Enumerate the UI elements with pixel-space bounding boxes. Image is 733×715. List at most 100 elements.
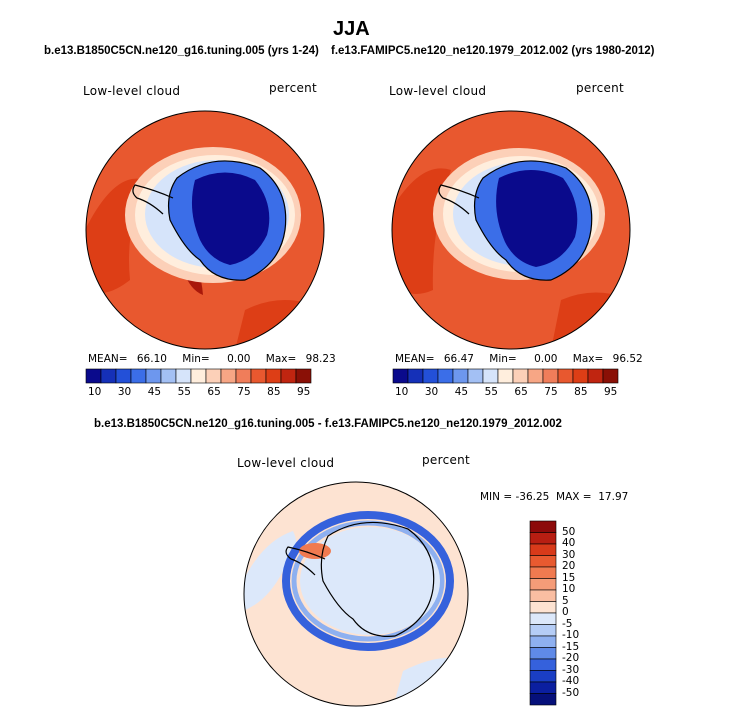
panel2-colorbar-box bbox=[467, 368, 484, 384]
panel2-colorbar-label: 85 bbox=[574, 386, 588, 398]
panel1-min-value: 0.00 bbox=[227, 353, 251, 365]
panel1-colorbar-label: 95 bbox=[297, 386, 311, 398]
panel3-interior bbox=[300, 527, 440, 635]
panel3-coastline bbox=[320, 521, 435, 637]
panel1-variable-label: Low-level cloud bbox=[83, 84, 181, 98]
panel3-variable-label: Low-level cloud bbox=[237, 456, 335, 470]
panel1-colorbar-box bbox=[205, 368, 222, 384]
panel3-colorbar-label: 20 bbox=[562, 560, 576, 572]
panel2-colorbar bbox=[392, 368, 619, 384]
panel1-units-label: percent bbox=[269, 81, 318, 95]
panel1-colorbar-label: 75 bbox=[237, 386, 251, 398]
panel2-colorbar-label: 75 bbox=[544, 386, 558, 398]
panel1-colorbar-box bbox=[190, 368, 207, 384]
panel2-colorbar-box bbox=[557, 368, 574, 384]
panel3-colorbar-box bbox=[529, 658, 557, 671]
panel2-variable-label: Low-level cloud bbox=[389, 84, 487, 98]
panel3-colorbar-box bbox=[529, 647, 557, 660]
panel2-land-core bbox=[496, 170, 578, 267]
panel2-map bbox=[391, 110, 631, 350]
panel3-light-blue-patch bbox=[244, 531, 297, 611]
panel1-colorbar-label: 65 bbox=[207, 386, 221, 398]
panel3-colorbar-label: -5 bbox=[562, 617, 573, 630]
panel1-map bbox=[85, 110, 325, 350]
panel3-positive-patch bbox=[299, 543, 331, 559]
panel2-colorbar-box bbox=[437, 368, 454, 384]
panel3-colorbar-label: -20 bbox=[562, 652, 580, 664]
panel3-colorbar-box bbox=[529, 693, 557, 706]
panel3-colorbar-label: 30 bbox=[562, 548, 576, 561]
panel3-negative-ring bbox=[282, 511, 454, 651]
panel1-colorbar-box bbox=[175, 368, 192, 384]
panel2-dark-patch bbox=[551, 292, 630, 349]
panel1-peninsula bbox=[132, 184, 174, 215]
panel3-colorbar-label: 0 bbox=[562, 606, 569, 618]
panel2-max-label: Max= bbox=[572, 353, 604, 365]
panel3-map bbox=[243, 481, 469, 707]
panel1-colorbar-box bbox=[160, 368, 177, 384]
panel1-land-core bbox=[191, 172, 270, 265]
panel2-peninsula bbox=[438, 184, 480, 215]
left-case-title: b.e13.B1850C5CN.ne120_g16.tuning.005 (yr… bbox=[44, 45, 319, 57]
panel1-coastline bbox=[167, 160, 287, 281]
panel2-colorbar-box bbox=[602, 368, 619, 384]
panel2-colorbar-label: 10 bbox=[395, 386, 409, 398]
panel1-colorbar-box bbox=[145, 368, 162, 384]
panel1-max-label: Max= bbox=[265, 353, 297, 365]
panel2-units-label: percent bbox=[576, 81, 625, 95]
panel2-mean-label: MEAN= bbox=[395, 353, 435, 365]
figure-title: JJA bbox=[333, 18, 370, 40]
panel3-colorbar-box bbox=[529, 681, 557, 694]
panel1-mean-label: MEAN= bbox=[88, 353, 128, 365]
panel3-colorbar bbox=[529, 520, 557, 706]
panel3-colorbar-label: 15 bbox=[562, 571, 576, 584]
panel3-colorbar-box bbox=[529, 670, 557, 683]
panel1-colorbar-label: 10 bbox=[88, 386, 102, 398]
panel3-colorbar-box bbox=[529, 601, 557, 614]
panel2-coastline bbox=[473, 160, 593, 281]
panel3-colorbar-label: 5 bbox=[562, 594, 569, 607]
panel3-colorbar-label: -15 bbox=[562, 640, 580, 653]
panel3-colorbar-label: 40 bbox=[562, 537, 576, 549]
panel1-mean-value: 66.10 bbox=[136, 353, 167, 365]
panel2-min-value: 0.00 bbox=[534, 353, 558, 365]
panel2-colorbar-box bbox=[392, 368, 409, 384]
panel3-colorbar-box bbox=[529, 543, 557, 556]
panel3-colorbar-box bbox=[529, 612, 557, 625]
panel3-units-label: percent bbox=[422, 453, 471, 467]
panel1-colorbar-label: 55 bbox=[177, 386, 191, 398]
panel2-colorbar-box bbox=[587, 368, 604, 384]
panel2-colorbar-label: 55 bbox=[484, 386, 498, 398]
panel2-max-value: 96.52 bbox=[612, 353, 643, 365]
panel1-colorbar-box bbox=[100, 368, 117, 384]
panel1-colorbar bbox=[85, 368, 312, 384]
panel1-colorbar-label: 30 bbox=[117, 386, 132, 398]
panel1-colorbar-label: 85 bbox=[267, 386, 281, 398]
panel3-colorbar-box bbox=[529, 555, 557, 568]
panel3-colorbar-box bbox=[529, 532, 557, 545]
panel1-colorbar-box bbox=[250, 368, 267, 384]
panel3-colorbar-label: 50 bbox=[562, 525, 576, 538]
panel1-colorbar-box bbox=[235, 368, 252, 384]
panel2-colorbar-box bbox=[422, 368, 439, 384]
panel3-stats: MIN = -36.25 MAX = 17.97 bbox=[480, 491, 629, 503]
panel1-min-label: Min= bbox=[182, 353, 210, 365]
panel3-colorbar-label: -50 bbox=[562, 686, 580, 699]
panel2-colorbar-box bbox=[452, 368, 469, 384]
panel3-colorbar-label: -10 bbox=[562, 629, 580, 641]
panel1-colorbar-box bbox=[85, 368, 102, 384]
panel2-colorbar-box bbox=[572, 368, 589, 384]
panel2-colorbar-box bbox=[407, 368, 424, 384]
panel3-colorbar-box bbox=[529, 589, 557, 602]
panel3-colorbar-box bbox=[529, 578, 557, 591]
panel2-stats: MEAN= 66.47 Min= 0.00 Max= 96.52 bbox=[395, 353, 643, 365]
panel3-colorbar-label: -30 bbox=[562, 663, 580, 676]
panel2-colorbar-label: 45 bbox=[454, 386, 469, 398]
panel1-colorbar-box bbox=[220, 368, 237, 384]
panel1-colorbar-label: 45 bbox=[147, 386, 162, 398]
panel3-colorbar-label: 10 bbox=[562, 583, 576, 595]
panel3-peninsula bbox=[285, 546, 326, 576]
panel2-colorbar-box bbox=[527, 368, 544, 384]
panel1-colorbar-box bbox=[130, 368, 147, 384]
panel2-colorbar-box bbox=[482, 368, 499, 384]
